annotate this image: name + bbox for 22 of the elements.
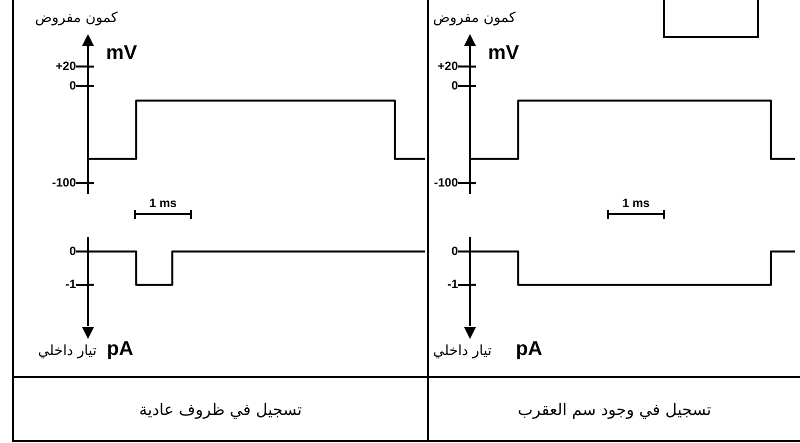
y-axis-title: كمون مفروض <box>35 10 118 26</box>
y-tick-label: -100 <box>52 175 76 190</box>
y-tick-label: +20 <box>56 58 76 73</box>
text: تسجيل في وجود سم العقرب <box>518 400 712 418</box>
y-axis-title: كمون مفروض <box>433 10 516 26</box>
text: pA <box>516 338 542 361</box>
y-tick-label: 0 <box>451 78 458 92</box>
annotation: mV <box>488 42 520 65</box>
y-tick-label: 0 <box>451 244 458 258</box>
text: pA <box>106 338 134 361</box>
y-tick-label: -1 <box>65 277 76 292</box>
annotation: mV <box>106 42 138 65</box>
y-tick-label: 0 <box>69 78 76 92</box>
y-tick-label: +20 <box>438 58 458 73</box>
text: 1 ms <box>148 196 178 210</box>
y-tick-label: 0 <box>69 244 76 258</box>
y-tick-label: -1 <box>447 277 458 292</box>
y-axis-title: تيار داخلي <box>433 343 492 359</box>
y-tick-label: -100 <box>434 175 458 190</box>
text: 1 ms <box>621 196 651 210</box>
y-axis-title: تيار داخلي <box>38 343 97 359</box>
text: تسجيل في ظروف عادية <box>139 400 302 418</box>
